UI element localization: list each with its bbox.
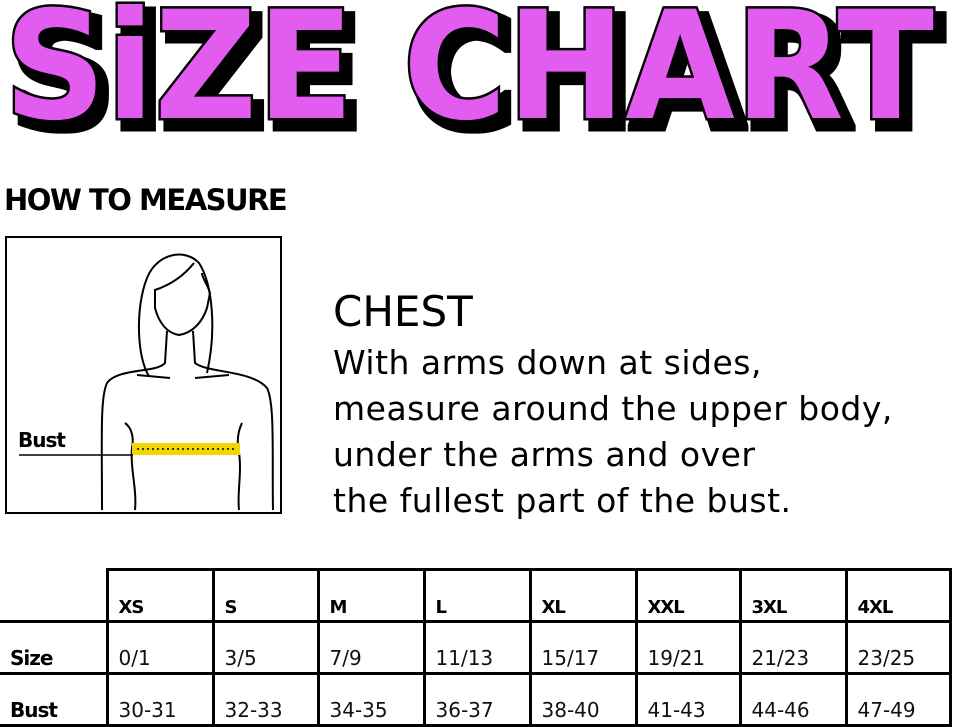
table-row: Bust 30-31 32-33 34-35 36-37 38-40 41-43 44-46 4… xyxy=(0,672,952,727)
table-cell: 0/1 xyxy=(105,620,215,675)
row-label: Size xyxy=(0,620,109,675)
size-table: XS S M L XL XXL 3XL 4XL Size 0/1 3/5 7/9 11/13 15/17… xyxy=(0,568,952,727)
measurement-figure: Bust xyxy=(5,236,282,514)
size-header-xxl: XXL xyxy=(634,568,742,623)
table-cell: 30-31 xyxy=(105,672,215,727)
table-cell: 44-46 xyxy=(738,672,848,727)
instruction-line: under the arms and over xyxy=(333,435,756,474)
table-cell: 34-35 xyxy=(316,672,426,727)
table-cell: 21/23 xyxy=(738,620,848,675)
table-header-row: XS S M L XL XXL 3XL 4XL xyxy=(0,568,952,623)
table-cell: 23/25 xyxy=(844,620,952,675)
table-cell: 47-49 xyxy=(844,672,952,727)
table-row: Size 0/1 3/5 7/9 11/13 15/17 19/21 21/23 23/25 xyxy=(0,620,952,675)
size-header-l: L xyxy=(422,568,532,623)
empty-cell xyxy=(0,569,109,623)
size-header-xl: XL xyxy=(528,568,638,623)
size-header-s: S xyxy=(211,568,320,623)
size-header-4xl: 4XL xyxy=(844,568,952,623)
table-cell: 38-40 xyxy=(528,672,638,727)
how-to-measure-heading: HOW TO MEASURE xyxy=(4,183,288,217)
table-cell: 11/13 xyxy=(422,620,532,675)
table-cell: 32-33 xyxy=(211,672,320,727)
measuring-tape xyxy=(132,443,240,455)
title-text: SiZE CHART xyxy=(4,0,934,144)
instruction-line: measure around the upper body, xyxy=(333,389,893,428)
chest-instructions: With arms down at sides, measure around … xyxy=(333,340,893,524)
bust-label: Bust xyxy=(18,428,66,452)
size-header-xs: XS xyxy=(105,568,215,623)
row-label: Bust xyxy=(0,672,109,727)
woman-silhouette-illustration xyxy=(19,253,274,511)
table-cell: 19/21 xyxy=(634,620,742,675)
size-header-m: M xyxy=(316,568,426,623)
size-header-3xl: 3XL xyxy=(738,568,848,623)
instruction-line: With arms down at sides, xyxy=(333,343,762,382)
table-cell: 3/5 xyxy=(211,620,320,675)
instruction-line: the fullest part of the bust. xyxy=(333,481,792,520)
table-cell: 15/17 xyxy=(528,620,638,675)
table-cell: 41-43 xyxy=(634,672,742,727)
size-chart-title: SiZE CHART xyxy=(2,0,937,144)
table-cell: 36-37 xyxy=(422,672,532,727)
table-cell: 7/9 xyxy=(316,620,426,675)
chest-heading: CHEST xyxy=(333,287,473,336)
